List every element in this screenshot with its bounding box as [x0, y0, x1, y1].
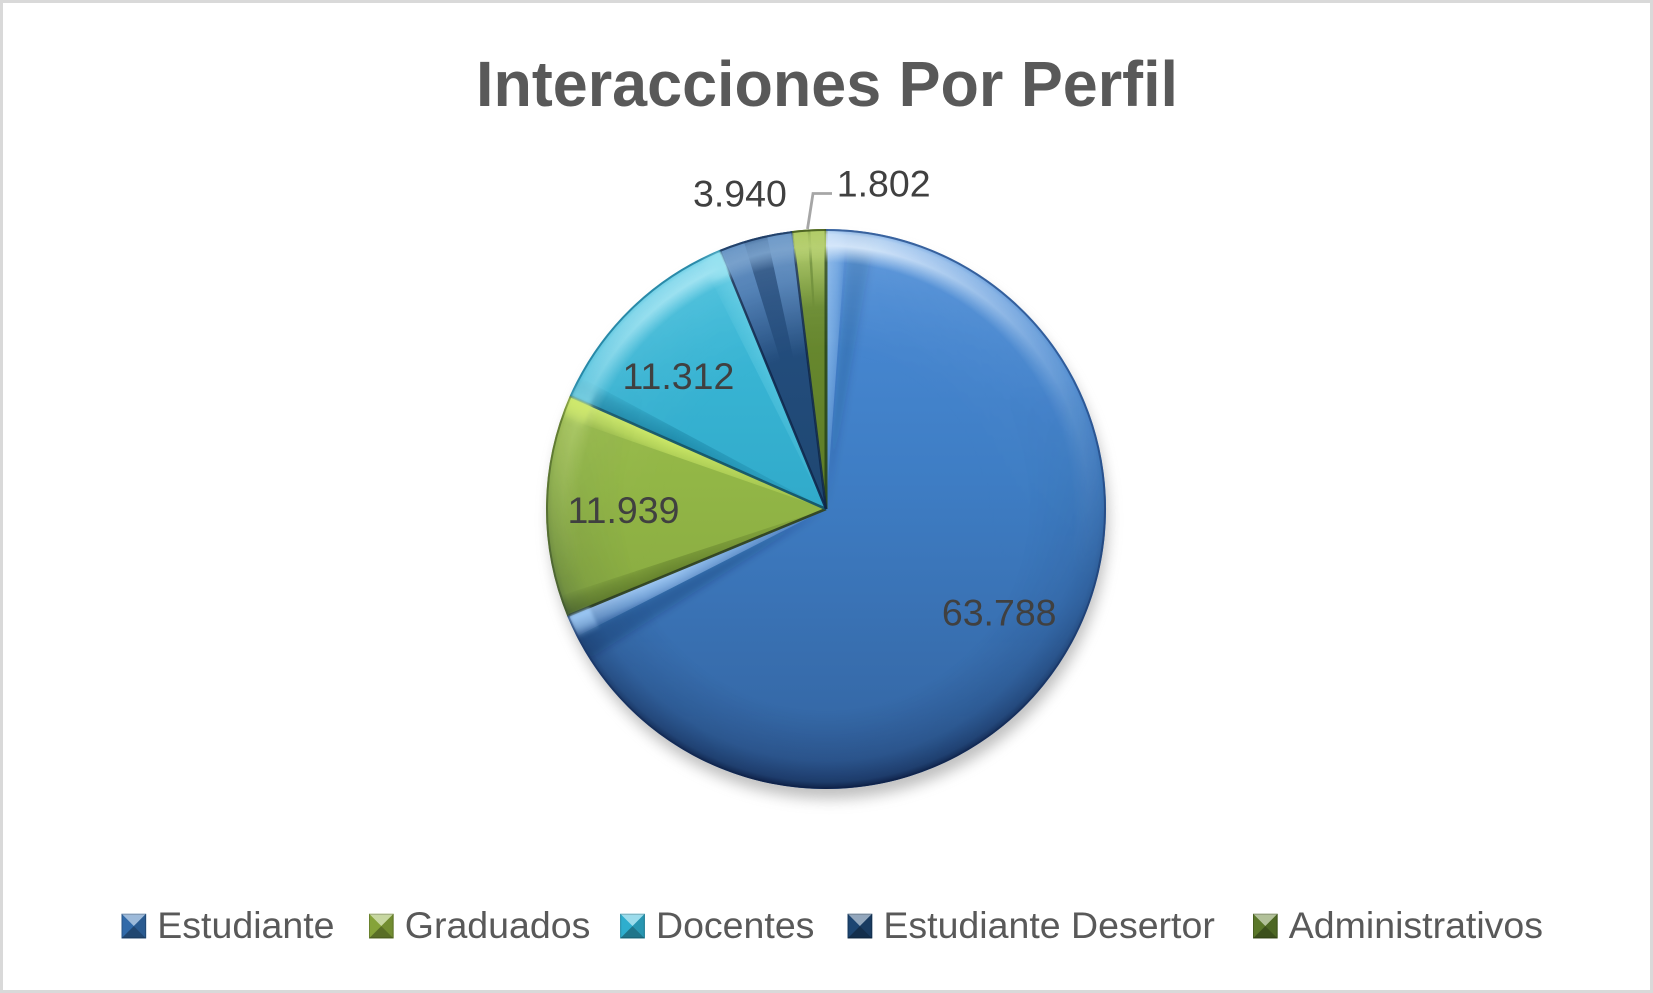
svg-text:Estudiante: Estudiante: [157, 904, 334, 946]
svg-text:Graduados: Graduados: [405, 904, 591, 946]
svg-text:11.939: 11.939: [568, 489, 680, 531]
svg-text:11.312: 11.312: [622, 355, 734, 397]
svg-text:3.940: 3.940: [693, 172, 787, 214]
svg-text:Estudiante Desertor: Estudiante Desertor: [883, 904, 1214, 946]
svg-text:Interacciones Por Perfil: Interacciones Por Perfil: [476, 48, 1178, 120]
svg-text:Administrativos: Administrativos: [1289, 904, 1543, 946]
svg-text:1.802: 1.802: [837, 162, 931, 204]
svg-text:63.788: 63.788: [942, 592, 1057, 634]
svg-text:Docentes: Docentes: [656, 904, 814, 946]
